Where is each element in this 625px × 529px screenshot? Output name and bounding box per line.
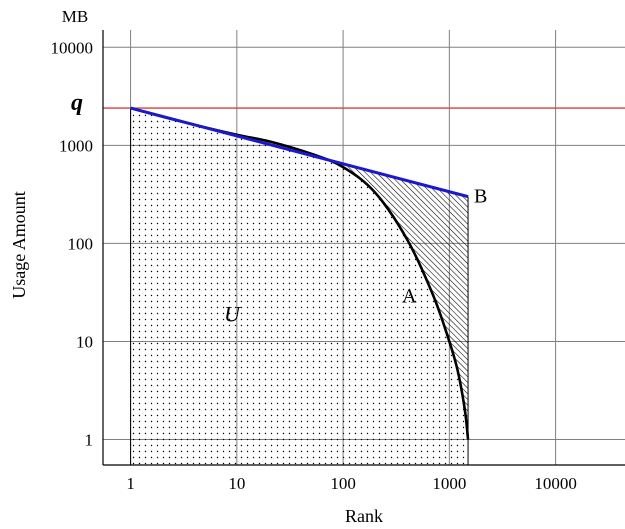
series-label-b: B xyxy=(474,186,487,208)
x-tick-label-100: 100 xyxy=(330,474,356,493)
x-tick-label-1000: 1000 xyxy=(432,474,466,493)
dotted-region-u xyxy=(130,108,469,465)
hatched-region xyxy=(130,108,469,440)
y-tick-label-10: 10 xyxy=(76,332,93,351)
q-label: q xyxy=(71,90,83,116)
x-tick-label-10: 10 xyxy=(228,474,245,493)
series-label-a: A xyxy=(402,285,417,307)
y-tick-label-100: 100 xyxy=(68,234,94,253)
x-axis-label: Rank xyxy=(345,506,383,526)
x-tick-label-1: 1 xyxy=(126,474,135,493)
y-unit-label: MB xyxy=(62,7,88,26)
regions xyxy=(130,108,469,465)
region-label-u: U xyxy=(224,301,242,326)
axes: 1 10 100 1000 10000 1 10 100 1000 10000 xyxy=(51,30,625,493)
x-tick-label-10000: 10000 xyxy=(534,474,577,493)
y-tick-label-1000: 1000 xyxy=(59,136,93,155)
lines xyxy=(103,106,625,465)
line-b xyxy=(130,106,469,199)
y-tick-label-1: 1 xyxy=(85,431,94,450)
y-tick-label-10000: 10000 xyxy=(51,38,94,57)
y-axis-label: Usage Amount xyxy=(9,191,29,299)
